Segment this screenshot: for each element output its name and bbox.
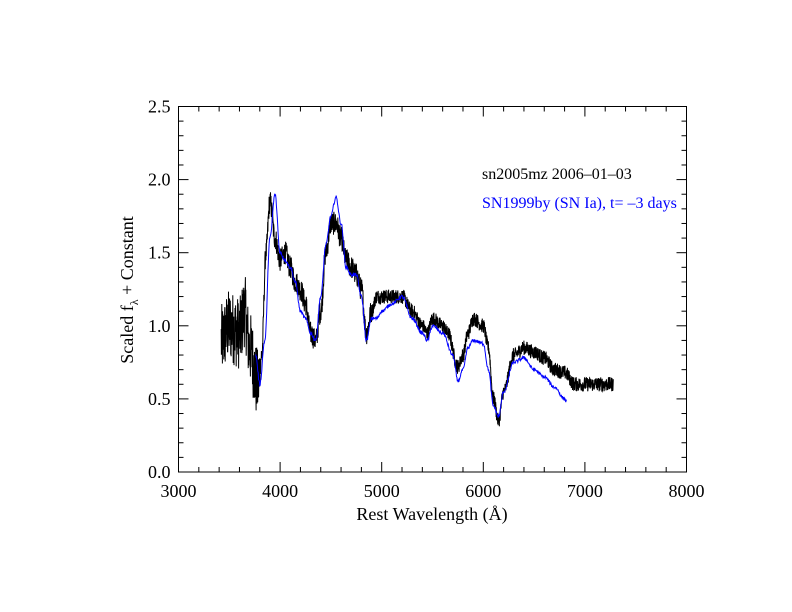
x-axis-label: Rest Wavelength (Å) (356, 504, 507, 525)
y-axis-label-sub: λ (127, 299, 141, 305)
y-tick-label: 0.0 (148, 462, 171, 482)
y-axis-label-main: Scaled f (117, 305, 137, 363)
legend-entry-sn1999by: SN1999by (SN Ia), t= –3 days (482, 195, 677, 212)
legend-entry-sn2005mz: sn2005mz 2006–01–03 (482, 166, 632, 183)
y-axis-label-tail: + Constant (117, 216, 137, 299)
x-tick-label: 8000 (669, 481, 705, 501)
x-tick-label: 4000 (262, 481, 298, 501)
y-tick-label: 2.5 (148, 97, 171, 117)
x-tick-label: 3000 (161, 481, 197, 501)
x-tick-label: 7000 (567, 481, 603, 501)
y-tick-label: 1.0 (148, 316, 171, 336)
tick-layer: 3000 4000 5000 6000 7000 8000 0.0 0.5 1.0 1.5 2.0 2… (148, 97, 705, 502)
series-layer (220, 192, 614, 427)
y-axis-label: Scaled fλ + Constant (117, 216, 141, 363)
y-tick-label: 0.5 (148, 389, 171, 409)
x-tick-label: 6000 (465, 481, 501, 501)
y-tick-label: 1.5 (148, 243, 171, 263)
y-tick-label: 2.0 (148, 170, 171, 190)
x-tick-label: 5000 (364, 481, 400, 501)
plot-frame (178, 106, 687, 473)
series-line-sn2005mz (220, 192, 614, 427)
series-line-sn1999by (255, 193, 567, 419)
